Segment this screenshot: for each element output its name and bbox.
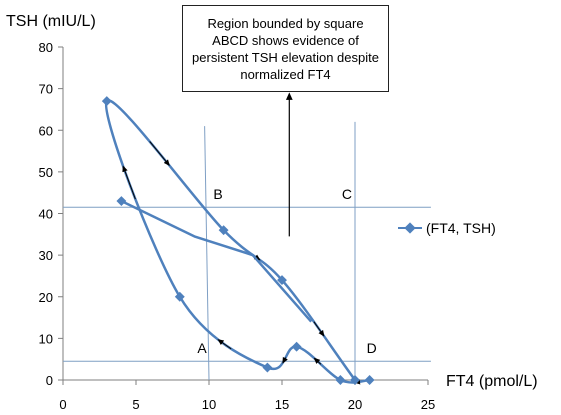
annotation-box: Region bounded by square ABCD shows evid…	[182, 5, 389, 92]
y-tick-label: 10	[39, 331, 53, 346]
data-point	[262, 362, 273, 373]
data-point	[101, 96, 112, 107]
corner-label: A	[197, 340, 207, 356]
y-tick-label: 60	[39, 123, 53, 138]
corner-label: D	[367, 340, 377, 356]
legend: (FT4, TSH)	[398, 218, 496, 238]
x-tick-label: 0	[59, 397, 66, 412]
data-curve	[104, 99, 370, 385]
y-tick-label: 0	[46, 373, 53, 388]
x-axis-title: FT4 (pmol/L)	[446, 373, 538, 390]
corner-label: B	[213, 186, 222, 202]
corner-label: C	[342, 186, 352, 202]
data-point	[174, 291, 185, 302]
curve-segment	[266, 345, 297, 371]
data-point	[291, 341, 302, 352]
direction-arrow	[282, 356, 288, 364]
tail-segment	[120, 199, 313, 323]
curve-segment	[281, 279, 357, 381]
data-point	[364, 375, 375, 385]
direction-arrow	[149, 141, 170, 167]
direction-arrow	[217, 339, 232, 350]
legend-label: (FT4, TSH)	[426, 220, 496, 236]
y-tick-label: 70	[39, 82, 53, 97]
corner-labels: A B C D	[197, 186, 376, 356]
x-tick-label: 20	[348, 397, 362, 412]
curve-segment	[105, 99, 225, 232]
y-axis-title: TSH (mIU/L)	[6, 13, 96, 30]
x-tick-label: 15	[275, 397, 289, 412]
curve-segment	[104, 100, 181, 298]
data-point	[350, 375, 360, 385]
axes: 0 10 20 30 40 50 60 70 80 0 5 10 15 20 25	[39, 40, 436, 412]
curve-segment	[178, 296, 268, 369]
direction-arrow	[122, 165, 136, 200]
y-tick-label: 20	[39, 290, 53, 305]
x-tick-label: 5	[132, 397, 139, 412]
data-point	[277, 275, 287, 286]
data-point	[218, 225, 229, 236]
vertical-reference-line	[204, 126, 210, 381]
data-markers	[101, 96, 375, 385]
y-tick-label: 80	[39, 40, 53, 55]
data-point	[335, 375, 346, 385]
legend-diamond-icon	[398, 222, 422, 234]
direction-arrow	[313, 357, 322, 365]
y-tick-label: 40	[39, 207, 53, 222]
reference-lines	[63, 121, 431, 381]
data-point	[116, 196, 127, 206]
x-tick-label: 25	[421, 397, 435, 412]
y-tick-label: 50	[39, 165, 53, 180]
x-tick-label: 10	[202, 397, 216, 412]
direction-arrow	[313, 321, 325, 337]
y-tick-label: 30	[39, 248, 53, 263]
